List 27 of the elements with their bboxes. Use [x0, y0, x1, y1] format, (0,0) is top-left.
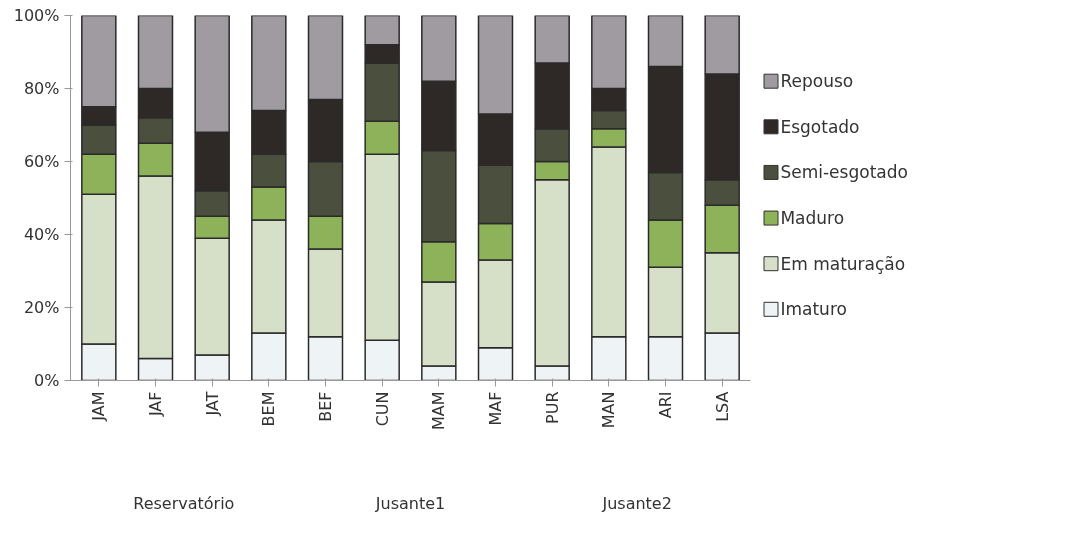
x-tick-label: JAF — [146, 391, 165, 418]
y-tick-label: 100% — [13, 6, 60, 25]
legend-label: Em maturação — [780, 253, 906, 274]
x-tick-label: LSA — [712, 391, 732, 422]
y-tick-label: 80% — [23, 79, 60, 98]
x-tick-label: MAN — [599, 391, 619, 429]
x-tick-label: BEF — [316, 391, 335, 422]
x-tick-label: JAM — [89, 391, 109, 422]
legend-label: Maduro — [780, 208, 845, 229]
x-tick-label: ARI — [656, 391, 675, 419]
x-tick-label: BEM — [259, 391, 279, 427]
text: Jusante1 — [374, 494, 446, 513]
y-tick-label: 20% — [23, 298, 60, 317]
x-tick-label: PUR — [542, 391, 562, 424]
legend-label: Imaturo — [780, 299, 847, 320]
x-tick-label: CUN — [372, 391, 392, 427]
legend-label: Semi-esgotado — [780, 162, 908, 183]
y-tick-label: 60% — [23, 152, 60, 171]
text: Reservatório — [133, 494, 235, 513]
legend-label: Esgotado — [780, 116, 860, 137]
legend-label: Repouso — [780, 71, 854, 92]
text: Jusante2 — [601, 494, 672, 513]
x-tick-label: JAT — [202, 391, 222, 417]
x-tick-label: MAF — [486, 391, 505, 426]
y-tick-label: 0% — [34, 371, 60, 390]
x-tick-label: MAM — [429, 391, 449, 431]
y-tick-label: 40% — [23, 225, 60, 244]
